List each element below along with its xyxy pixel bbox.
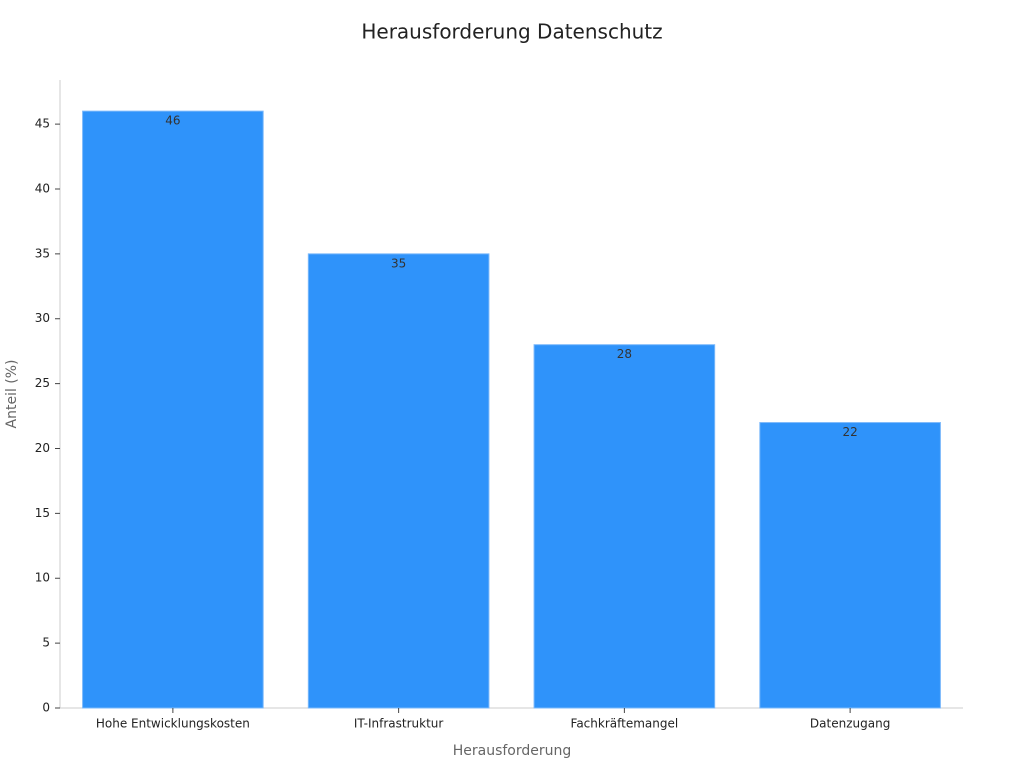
y-tick-label: 30 (35, 311, 50, 325)
bar (307, 253, 490, 709)
y-tick-label: 25 (35, 376, 50, 390)
y-tick-label: 5 (42, 636, 50, 650)
bar (533, 344, 716, 709)
x-axis-label: Herausforderung (453, 743, 572, 759)
y-tick-label: 40 (35, 181, 50, 195)
value-label: 35 (391, 256, 406, 270)
y-tick-label: 35 (35, 246, 50, 260)
x-tick-label: Datenzugang (810, 717, 890, 731)
y-tick-label: 15 (35, 506, 50, 520)
chart-title: Herausforderung Datenschutz (361, 20, 662, 44)
bar (82, 110, 264, 709)
x-tick-label: Fachkräftemangel (571, 717, 679, 731)
value-label: 46 (165, 114, 180, 128)
x-tick-label: IT-Infrastruktur (354, 717, 444, 731)
value-label: 28 (617, 347, 632, 361)
y-tick-label: 0 (42, 701, 50, 715)
bar (759, 422, 941, 709)
value-label: 22 (842, 425, 857, 439)
y-tick-label: 20 (35, 441, 50, 455)
y-axis-label: Anteil (%) (4, 359, 20, 428)
y-tick-label: 10 (35, 571, 50, 585)
x-tick-label: Hohe Entwicklungskosten (96, 717, 250, 731)
y-tick-label: 45 (35, 117, 50, 131)
